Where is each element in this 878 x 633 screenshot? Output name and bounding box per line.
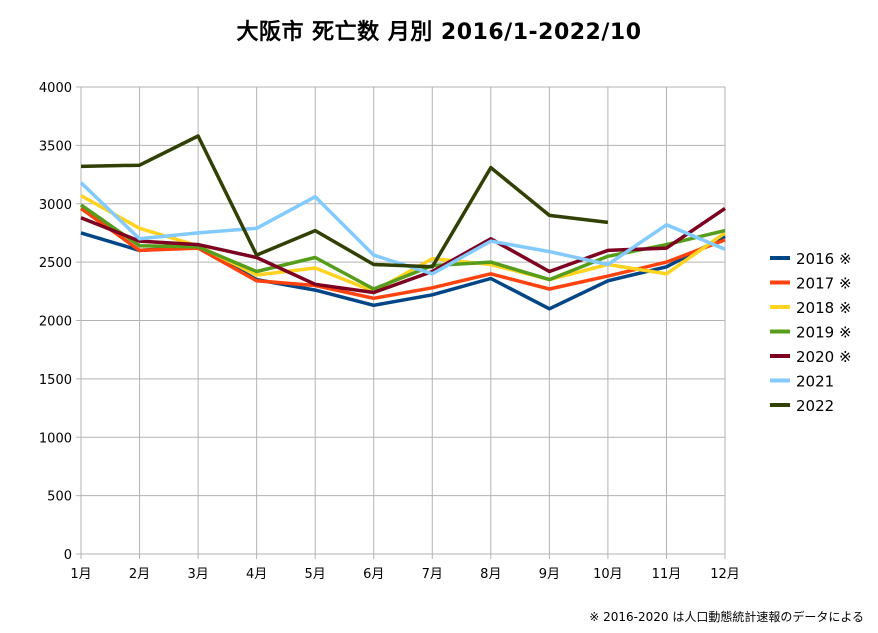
x-tick-label: 9月 (539, 567, 560, 582)
y-tick-label: 4000 (39, 81, 72, 96)
y-tick-label: 500 (47, 490, 72, 505)
y-tick-label: 3500 (39, 139, 72, 154)
footnote: ※ 2016-2020 は人口動態統計速報のデータによる (589, 610, 864, 624)
legend-label: 2021 (796, 373, 834, 391)
y-tick-label: 1500 (39, 373, 72, 388)
y-tick-label: 0 (64, 548, 72, 563)
legend-label: 2019 ※ (796, 324, 852, 342)
legend-label: 2016 ※ (796, 250, 852, 268)
x-tick-label: 10月 (593, 567, 623, 582)
y-tick-label: 1000 (39, 431, 72, 446)
x-tick-label: 12月 (710, 567, 740, 582)
x-tick-label: 6月 (363, 567, 384, 582)
x-tick-label: 5月 (305, 567, 326, 582)
series-line-2017 (79, 206, 726, 301)
x-tick-label: 1月 (70, 567, 91, 582)
series-line-2021 (79, 181, 726, 276)
legend-label: 2020 ※ (796, 348, 852, 366)
series-line-2022 (80, 134, 609, 269)
legend-label: 2022 (796, 397, 834, 415)
x-tick-label: 8月 (480, 567, 501, 582)
chart-title: 大阪市 死亡数 月別 2016/1-2022/10 (236, 20, 642, 45)
x-tick-label: 11月 (652, 567, 682, 582)
x-tick-label: 4月 (246, 567, 267, 582)
x-tick-label: 3月 (187, 567, 208, 582)
legend-label: 2018 ※ (796, 299, 852, 317)
x-tick-label: 7月 (422, 567, 443, 582)
series-line-2020 (80, 206, 726, 295)
y-tick-label: 2000 (39, 315, 72, 330)
x-tick-label: 2月 (129, 567, 150, 582)
series-line-2019 (79, 203, 726, 291)
y-tick-label: 2500 (39, 256, 72, 271)
y-tick-label: 3000 (39, 198, 72, 213)
legend-label: 2017 ※ (796, 275, 852, 293)
